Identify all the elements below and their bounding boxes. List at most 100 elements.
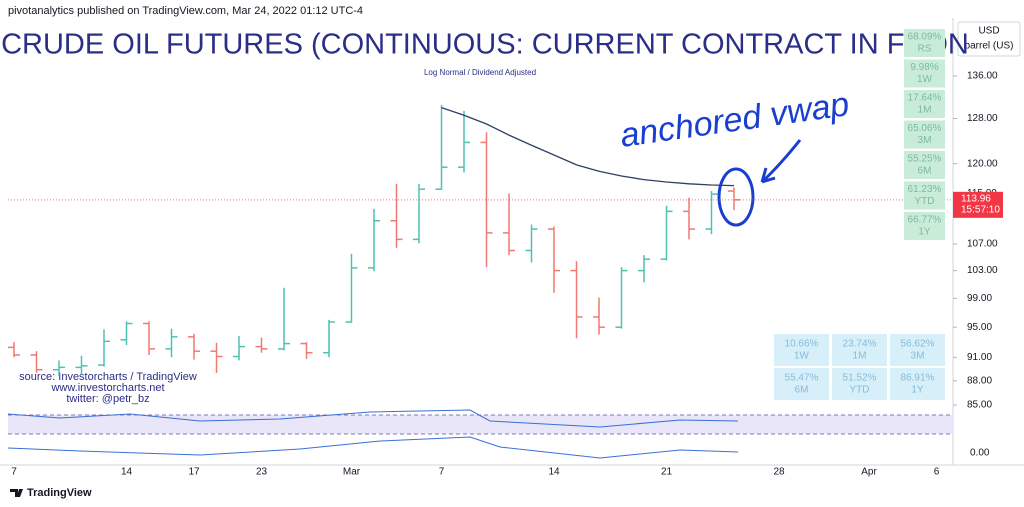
ohlc-bar xyxy=(570,261,583,339)
ohlc-bar xyxy=(660,205,673,261)
annotation-arrow xyxy=(760,139,802,184)
performance-value: 10.66% xyxy=(785,339,819,350)
x-tick-label: 28 xyxy=(773,467,785,478)
source: twitter: @petr_bz xyxy=(66,393,149,405)
y-tick-label: 136.00 xyxy=(967,71,998,82)
x-tick-label: 17 xyxy=(188,467,200,478)
y-tick-label: 88.00 xyxy=(967,375,992,386)
header: pivotanalytics published on TradingView.… xyxy=(8,5,363,17)
performance-period: YTD xyxy=(915,196,935,207)
performance-period: YTD xyxy=(850,385,870,396)
last-price-box xyxy=(953,191,1003,218)
x-tick-label: 14 xyxy=(121,467,133,478)
y-tick-label: 99.00 xyxy=(967,293,992,304)
source: source: Investorcharts / TradingView xyxy=(19,371,197,383)
ohlc-bar xyxy=(53,360,65,377)
y-tick-label: 103.00 xyxy=(967,265,998,276)
performance-value: 56.62% xyxy=(901,339,935,350)
indicator-line xyxy=(7,436,739,459)
ohlc-bar xyxy=(525,224,538,263)
performance-cell xyxy=(774,368,829,400)
x-tick-label: 7 xyxy=(11,467,17,478)
x-tick-label: 6 xyxy=(934,467,940,478)
ohlc-bar xyxy=(705,191,718,235)
performance-value: 51.52% xyxy=(843,373,877,384)
performance-period: 3M xyxy=(911,351,925,362)
ohlc-bar xyxy=(345,253,358,323)
y-tick-label: 91.00 xyxy=(967,352,992,363)
performance-cell xyxy=(904,29,945,57)
last-price-label: 113.96 xyxy=(961,193,991,204)
y-tick-label: 107.00 xyxy=(967,239,998,250)
currency-box[interactable] xyxy=(957,21,1021,57)
annotation-circle xyxy=(717,167,755,227)
performance-cell xyxy=(832,368,887,400)
chart-subtitle: Log Normal / Dividend Adjusted xyxy=(424,68,536,77)
performance-value: 68.09% xyxy=(908,32,942,43)
ohlc-bar xyxy=(120,321,133,346)
ohlc-bar xyxy=(593,297,605,335)
ohlc-bar xyxy=(255,337,268,353)
ohlc-bar xyxy=(638,255,650,283)
performance-value: 66.77% xyxy=(908,215,942,226)
performance-period: 6M xyxy=(918,166,932,177)
x-tick-label: 7 xyxy=(439,467,445,478)
ohlc-bar xyxy=(188,333,200,360)
vwap-line xyxy=(441,107,735,187)
x-tick-label: 21 xyxy=(661,467,673,478)
indicator-line xyxy=(7,409,739,428)
ohlc-bar xyxy=(548,226,560,293)
performance-value: 61.23% xyxy=(908,184,942,195)
ohlc-bar xyxy=(615,267,628,329)
currency: USD xyxy=(978,26,999,37)
performance-value: 86.91% xyxy=(901,373,935,384)
performance-cell xyxy=(904,120,945,149)
performance-cell xyxy=(904,151,945,179)
unit: barrel (US) xyxy=(965,41,1014,52)
ohlc-bar xyxy=(278,287,290,351)
ohlc-bar xyxy=(458,110,470,173)
performance-period: 1Y xyxy=(911,385,924,396)
performance-period: 3M xyxy=(918,135,932,146)
chart-title: 1! - CRUDE OIL FUTURES (CONTINUOUS: CURR… xyxy=(0,29,969,61)
performance-period: 1M xyxy=(853,351,867,362)
performance-value: 55.25% xyxy=(908,154,942,165)
ohlc-bar xyxy=(323,319,335,358)
indicator-band xyxy=(8,415,953,434)
ohlc-bar xyxy=(75,355,88,375)
performance-value: 65.06% xyxy=(908,123,942,134)
ohlc-bar xyxy=(300,342,313,359)
x-tick-label: 23 xyxy=(256,467,268,478)
performance-cell xyxy=(774,334,829,366)
performance-cell xyxy=(904,212,945,240)
countdown: 15:57:10 xyxy=(961,204,1000,215)
performance-period: RS xyxy=(918,44,932,55)
x-tick-label: Mar xyxy=(343,467,361,478)
performance-value: 9.98% xyxy=(910,62,938,73)
ohlc-bar xyxy=(390,183,403,248)
performance-period: 1Y xyxy=(918,227,931,238)
source: www.investorcharts.net xyxy=(50,382,164,394)
performance-value: 23.74% xyxy=(843,339,877,350)
x-tick-label: 14 xyxy=(548,467,560,478)
performance-period: 6M xyxy=(795,385,809,396)
performance-period: 1M xyxy=(918,105,932,116)
ohlc-bar xyxy=(210,342,223,373)
ohlc-bar xyxy=(480,132,493,268)
performance-cell xyxy=(904,90,945,118)
ohlc-bar xyxy=(165,328,178,358)
ohlc-bar xyxy=(233,336,245,361)
y-tick-label: 128.00 xyxy=(967,113,998,124)
performance-cell xyxy=(890,334,945,366)
performance-period: 1W xyxy=(794,351,810,362)
performance-value: 55.47% xyxy=(785,373,819,384)
y-tick-label: 95.00 xyxy=(967,322,992,333)
logo xyxy=(10,489,23,497)
indicator-tick-label: 0.00 xyxy=(970,448,990,459)
ohlc-bar xyxy=(368,208,380,272)
performance-cell xyxy=(904,181,945,210)
ohlc-bar xyxy=(98,329,110,367)
ohlc-bar xyxy=(683,197,695,240)
ohlc-bar xyxy=(8,342,20,358)
